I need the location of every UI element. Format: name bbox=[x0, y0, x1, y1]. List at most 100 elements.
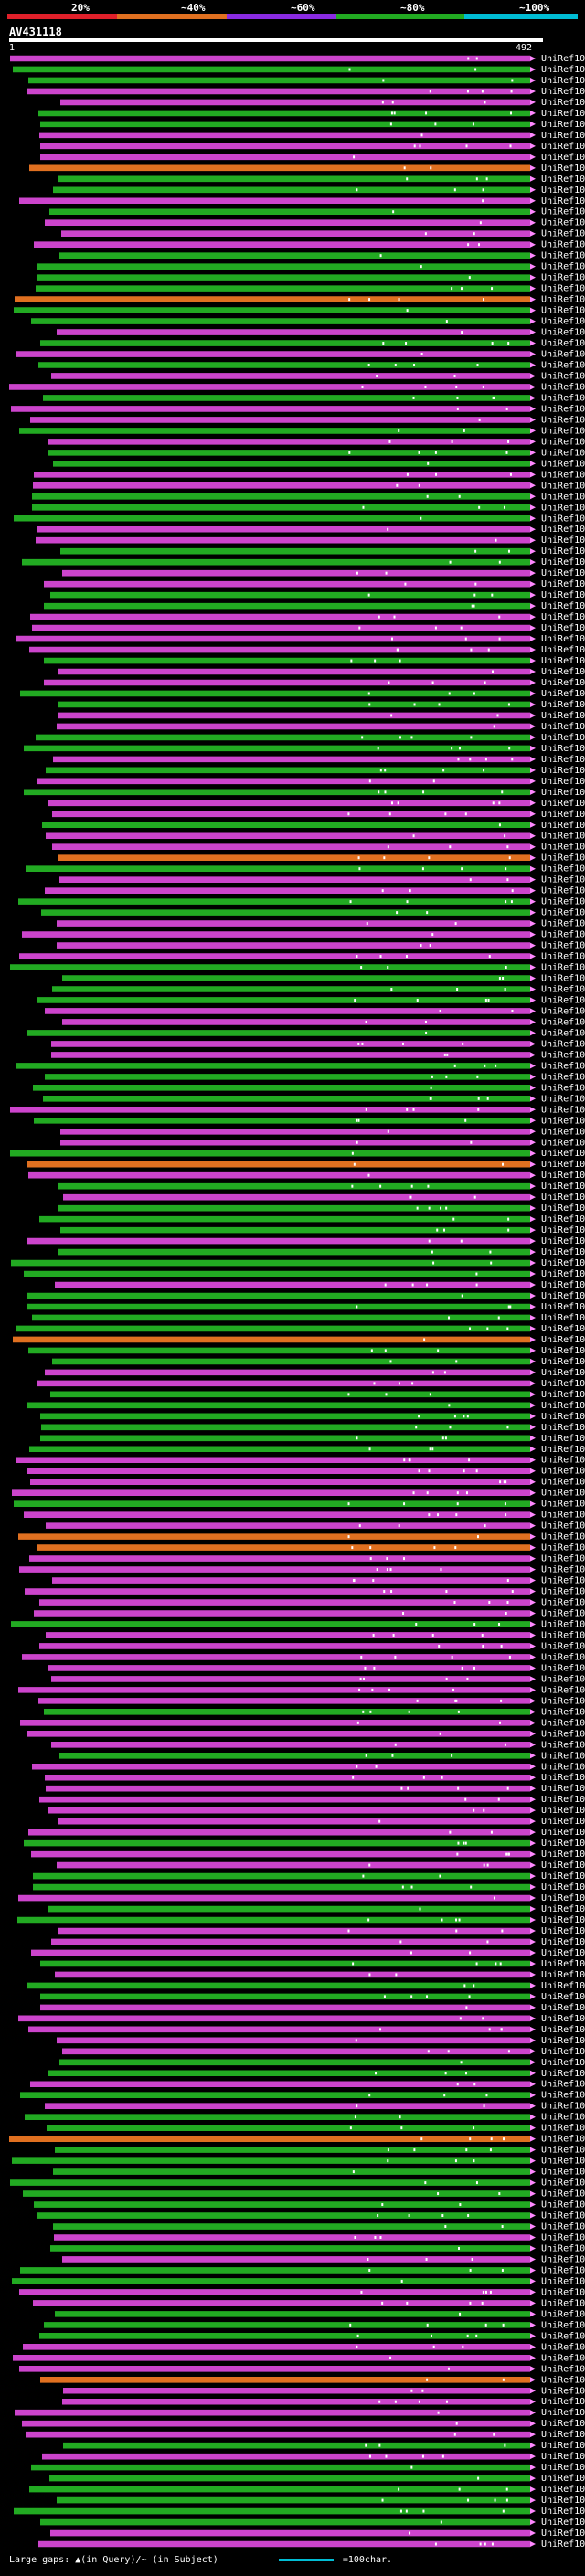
hit-end-arrow bbox=[530, 768, 536, 773]
gap-marker bbox=[467, 2335, 469, 2337]
gap-marker bbox=[503, 2324, 505, 2327]
hit-row: UniRef100_UP1000.. bbox=[63, 2386, 585, 2396]
gap-marker bbox=[384, 1995, 386, 1998]
hit-row: UniRef100_B4HUT7 bbox=[37, 995, 585, 1005]
gap-marker bbox=[446, 1054, 448, 1056]
gap-marker bbox=[356, 2039, 357, 2041]
gap-marker bbox=[352, 1962, 354, 1965]
hit-end-arrow bbox=[530, 2115, 536, 2120]
hit-label: UniRef100_Q5BMY1 bbox=[541, 1302, 585, 1312]
hit-end-arrow bbox=[530, 636, 536, 641]
gap-marker bbox=[369, 2455, 371, 2458]
gap-marker bbox=[412, 1284, 414, 1287]
hit-end-arrow bbox=[530, 2432, 536, 2437]
hit-label: UniRef100_Q8V0L0 bbox=[541, 1357, 585, 1367]
hit-end-arrow bbox=[530, 2060, 536, 2065]
gap-marker bbox=[402, 1612, 404, 1615]
hit-label: UniRef100_B9G6P7 bbox=[541, 1127, 585, 1137]
gap-marker bbox=[478, 243, 480, 246]
gap-marker bbox=[470, 1141, 472, 1144]
hit-label: UniRef100_C5LLF0 bbox=[541, 2485, 585, 2495]
hit-label: UniRef100_Q6PP29 bbox=[541, 2419, 585, 2429]
hit-end-arrow bbox=[530, 877, 536, 883]
gap-marker bbox=[425, 111, 427, 114]
gap-marker bbox=[465, 2072, 467, 2074]
gap-marker bbox=[427, 462, 429, 465]
gap-marker bbox=[404, 166, 406, 169]
hit-end-arrow bbox=[530, 724, 536, 729]
gap-marker bbox=[358, 867, 360, 870]
hit-label: UniRef100_A5EB68 bbox=[541, 700, 585, 710]
gap-marker bbox=[351, 1185, 353, 1188]
hit-end-arrow bbox=[530, 1753, 536, 1758]
gap-marker bbox=[431, 1097, 432, 1100]
hit-label: UniRef100_Q9CG33 bbox=[541, 1543, 585, 1553]
hit-label: UniRef100_B4N2Y6 bbox=[541, 1992, 585, 2002]
gap-marker bbox=[444, 2225, 446, 2228]
gap-marker bbox=[504, 834, 505, 837]
hit-row: UniRef100_UP1000.. bbox=[50, 2243, 585, 2253]
hit-end-arrow bbox=[530, 1326, 536, 1331]
gap-marker bbox=[493, 397, 495, 399]
hit-label: UniRef100_A4HM89 bbox=[541, 1017, 585, 1027]
hit-label: UniRef100_C3GN66 bbox=[541, 2452, 585, 2462]
hit-row: UniRef100_C0378I bbox=[57, 722, 585, 732]
hit-label: UniRef100_Q8BU30 bbox=[541, 1817, 585, 1827]
gap-marker bbox=[407, 473, 409, 476]
gap-marker bbox=[367, 2258, 368, 2261]
hit-row: UniRef100_Q6BEJ0 bbox=[58, 1182, 585, 1192]
gap-marker bbox=[484, 1524, 486, 1527]
hit-end-arrow bbox=[530, 2147, 536, 2153]
hit-row: UniRef100_B4JK60 bbox=[40, 2003, 585, 2013]
hit-label: UniRef100_Q9VOL7 bbox=[541, 1291, 585, 1301]
hit-row: UniRef100_C9D6P8 bbox=[48, 2069, 585, 2079]
hit-row: UniRef100_C6V1D1 bbox=[12, 2157, 585, 2167]
hit-label: UniRef100_UP1000.. bbox=[541, 1729, 585, 1739]
hit-end-arrow bbox=[530, 220, 536, 226]
gap-marker bbox=[427, 1185, 429, 1188]
gap-marker bbox=[505, 1502, 506, 1505]
gap-marker bbox=[511, 1010, 513, 1012]
hit-end-arrow bbox=[530, 1447, 536, 1452]
gap-marker bbox=[466, 1678, 468, 1680]
hit-row: UniRef100_C6VJT3 bbox=[36, 284, 585, 294]
gap-marker bbox=[477, 1535, 479, 1538]
hit-row: UniRef100_C5QA56 bbox=[51, 1937, 585, 1947]
hit-end-arrow bbox=[530, 1775, 536, 1780]
gap-marker bbox=[492, 2543, 494, 2546]
hit-end-arrow bbox=[530, 1567, 536, 1573]
gap-marker bbox=[501, 2028, 503, 2030]
hit-label: UniRef100_Q17RH7 bbox=[541, 1467, 585, 1477]
gap-marker bbox=[376, 375, 378, 377]
hit-row: UniRef100_B0R6D7 bbox=[27, 1236, 585, 1246]
hit-label: UniRef100_Q4FX61 bbox=[541, 897, 585, 907]
hit-label: UniRef100_B9PWC4 bbox=[541, 2496, 585, 2506]
gap-marker bbox=[457, 1787, 459, 1790]
hit-row: UniRef100_UP1000.. bbox=[29, 164, 585, 174]
hit-end-arrow bbox=[530, 1840, 536, 1846]
gap-marker bbox=[402, 1886, 404, 1889]
gap-marker bbox=[400, 2510, 402, 2513]
gap-marker bbox=[511, 758, 513, 760]
gap-marker bbox=[495, 2499, 496, 2502]
hit-label: UniRef100_C3KUG9 bbox=[541, 2463, 585, 2473]
hit-label: UniRef100_Q3D424 bbox=[541, 612, 585, 622]
hit-label: UniRef100_UP1000.. bbox=[541, 1751, 585, 1761]
gap-marker bbox=[491, 2137, 493, 2140]
hit-end-arrow bbox=[530, 888, 536, 894]
hit-row: UniRef100_C5LLF0 bbox=[29, 2485, 585, 2495]
hit-end-arrow bbox=[530, 1458, 536, 1463]
hit-row: UniRef100_A9VIU7 bbox=[30, 415, 585, 425]
hit-end-arrow bbox=[530, 1534, 536, 1540]
hit-end-arrow bbox=[530, 537, 536, 543]
gap-marker bbox=[437, 1513, 439, 1516]
gap-marker bbox=[354, 1579, 356, 1582]
gap-marker bbox=[404, 583, 406, 586]
hit-row: UniRef100_B2SE34 bbox=[27, 1401, 585, 1411]
gap-marker bbox=[457, 2083, 459, 2085]
gap-marker bbox=[427, 2324, 429, 2327]
hit-label: UniRef100_UP1000.. bbox=[541, 2254, 585, 2264]
hit-end-arrow bbox=[530, 997, 536, 1002]
hit-row: UniRef100_E1TMW4 bbox=[28, 76, 585, 86]
hit-row: UniRef100_Q01U47 bbox=[62, 974, 585, 984]
